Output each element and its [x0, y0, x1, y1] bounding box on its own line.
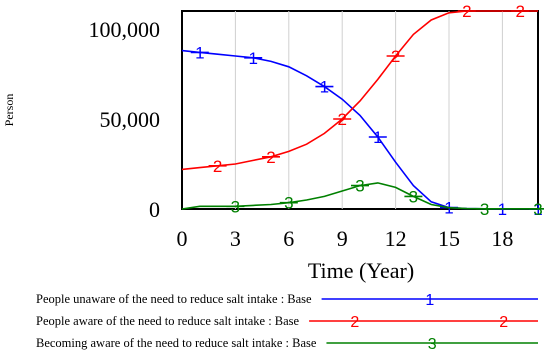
series-marker-label: 2 [266, 148, 275, 167]
series-marker-label: 3 [355, 177, 364, 196]
legend-marker-label: 2 [350, 314, 359, 331]
y-tick-label: 0 [149, 197, 160, 222]
x-tick-label: 9 [337, 226, 348, 251]
series-marker-label: 1 [320, 78, 329, 97]
series-marker-label: 3 [480, 200, 489, 219]
legend-marker-label: 2 [499, 314, 508, 331]
x-tick-label: 6 [283, 226, 294, 251]
y-axis-title: Person [2, 94, 16, 127]
series-marker-label: 3 [231, 197, 240, 216]
series-3: 3 3 3 3 3 3 [181, 177, 544, 219]
series-line-2 [181, 10, 538, 171]
x-axis-ticks: 0 3 6 9 12 15 18 [177, 226, 514, 251]
x-axis-title: Time (Year) [308, 258, 414, 283]
legend: People unaware of the need to reduce sal… [36, 292, 538, 353]
y-axis-ticks: 100,000 50,000 0 [89, 17, 161, 222]
legend-marker-label: 1 [425, 292, 434, 309]
y-tick-label: 50,000 [100, 107, 161, 132]
series-marker-label: 2 [515, 2, 524, 21]
series-marker-label: 2 [462, 2, 471, 21]
x-tick-label: 15 [438, 226, 460, 251]
series-marker-label: 1 [195, 43, 204, 62]
legend-item: Becoming aware of the need to reduce sal… [36, 336, 538, 353]
series-marker-label: 2 [213, 157, 222, 176]
legend-label: People unaware of the need to reduce sal… [36, 292, 312, 306]
legend-item: People aware of the need to reduce salt … [36, 314, 538, 331]
series-marker-label: 3 [533, 200, 542, 219]
series-marker-label: 3 [409, 187, 418, 206]
plot-frame [181, 10, 539, 210]
legend-label: Becoming aware of the need to reduce sal… [36, 336, 317, 350]
legend-label: People aware of the need to reduce salt … [36, 314, 300, 328]
series-group: 1111111222222333333 [181, 2, 544, 219]
x-tick-label: 0 [177, 226, 188, 251]
series-marker-label: 1 [373, 128, 382, 147]
legend-item: People unaware of the need to reduce sal… [36, 292, 538, 309]
series-marker-label: 2 [337, 110, 346, 129]
x-tick-label: 3 [230, 226, 241, 251]
x-tick-label: 12 [385, 226, 407, 251]
grid [234, 11, 503, 209]
x-tick-label: 18 [491, 226, 513, 251]
series-marker-label: 1 [248, 49, 257, 68]
series-2: 2 2 2 2 2 2 [181, 2, 538, 176]
series-marker-label: 2 [391, 47, 400, 66]
legend-marker-label: 3 [428, 336, 437, 353]
y-tick-label: 100,000 [89, 17, 161, 42]
series-marker-label: 3 [284, 194, 293, 213]
